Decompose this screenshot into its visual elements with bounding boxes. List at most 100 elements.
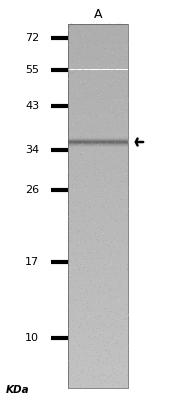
Bar [68,168,128,170]
Bar [68,273,128,275]
Bar [68,381,128,382]
Bar [68,110,128,111]
Bar [68,166,128,168]
Bar [68,104,128,106]
Bar [68,275,128,277]
Bar [68,293,128,295]
Text: 43: 43 [25,101,39,111]
Bar [68,368,128,370]
Bar [68,53,128,55]
Bar [68,344,128,346]
Bar [68,248,128,250]
Bar [68,124,128,126]
Bar [68,270,128,272]
Bar [68,160,128,162]
Bar [68,372,128,374]
Text: 10: 10 [25,333,39,343]
Bar [68,299,128,301]
Bar [68,362,128,364]
Bar [68,115,128,117]
Bar [68,38,128,40]
Bar [68,375,128,377]
Bar [68,272,128,273]
Bar [68,222,128,224]
Bar [68,148,128,150]
Bar [68,31,128,33]
Bar [68,237,128,239]
Bar [68,361,128,362]
Bar [68,217,128,219]
Text: 34: 34 [25,145,39,155]
Bar [68,28,128,30]
Bar [68,24,128,388]
Bar [68,119,128,120]
Bar [68,277,128,279]
Bar [68,126,128,128]
Bar [68,341,128,342]
Bar [68,352,128,354]
Bar [68,60,128,62]
Bar [68,195,128,197]
Bar [68,51,128,53]
Bar [68,120,128,122]
Bar [68,135,128,137]
Bar [68,244,128,246]
Bar [68,312,128,313]
Bar [68,319,128,321]
Bar [68,93,128,95]
Bar [68,366,128,368]
Bar [68,259,128,261]
Bar [68,330,128,332]
Bar [68,306,128,308]
Bar [68,117,128,119]
Bar [68,175,128,177]
Bar [68,242,128,244]
Bar [68,84,128,86]
Bar [68,246,128,248]
Bar [68,73,128,75]
Bar [68,24,128,26]
Bar [68,215,128,217]
Bar [68,359,128,361]
Bar [68,374,128,375]
Bar [68,190,128,192]
Bar [68,108,128,110]
Bar [68,304,128,306]
Bar [68,302,128,304]
Bar [68,208,128,210]
Text: 26: 26 [25,185,39,195]
Bar [68,350,128,352]
Bar [68,255,128,257]
Bar [68,159,128,160]
Text: 72: 72 [25,33,39,43]
Bar [68,328,128,330]
Bar [68,35,128,37]
Bar [68,144,128,146]
Bar [68,193,128,195]
Bar [68,317,128,319]
Bar [68,82,128,84]
Text: KDa: KDa [6,385,30,395]
Bar [68,282,128,284]
Bar [68,226,128,228]
Bar [68,44,128,46]
Bar [68,315,128,317]
Bar [68,204,128,206]
Bar [68,321,128,322]
Bar [68,268,128,270]
Bar [68,286,128,288]
Bar [68,64,128,66]
Bar [68,357,128,359]
Bar [68,288,128,290]
Bar [68,142,128,144]
Bar [68,128,128,130]
Bar [68,266,128,268]
Bar [68,233,128,235]
Bar [68,179,128,180]
Bar [68,264,128,266]
Bar [68,230,128,232]
Bar [68,177,128,179]
Bar [68,99,128,100]
Bar [68,240,128,242]
Bar [68,322,128,324]
